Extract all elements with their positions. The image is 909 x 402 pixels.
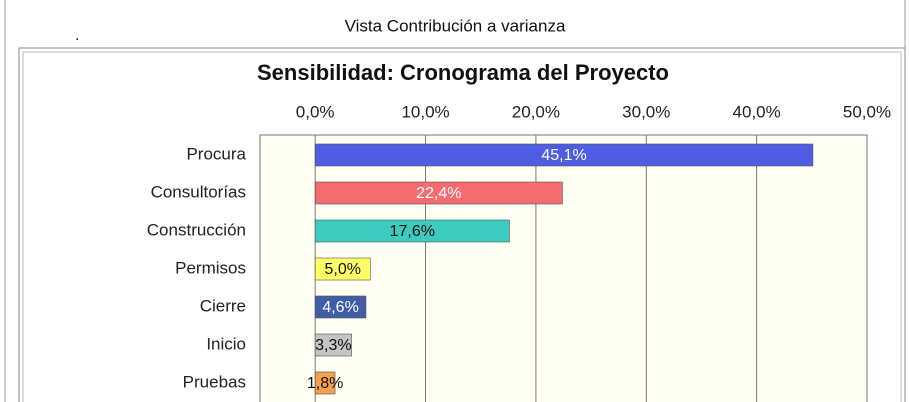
x-tick-label: 0,0% [296,102,335,121]
value-label: 1,8% [307,375,343,392]
bars: 45,1% 22,4% 17,6% 5,0% 4,6% 3,3% 1,8% [307,143,814,395]
y-tick-label: Permisos [175,258,246,277]
x-tick-label: 30,0% [622,102,670,121]
y-tick-label: Cierre [200,296,246,315]
y-tick-label: Pruebas [183,372,246,391]
bar [314,333,352,357]
y-tick-label: Consultorías [151,182,246,201]
value-label: 22,4% [416,185,461,202]
bar [314,295,367,319]
value-label: 3,3% [315,337,351,354]
x-tick-label: 10,0% [401,102,449,121]
chart-frame-inner [22,51,902,402]
chart-title: Sensibilidad: Cronograma del Proyecto [257,60,669,85]
labels: 0,0% 10,0% 20,0% 30,0% 40,0% 50,0% Procura Cons… [147,102,891,391]
bar [314,257,371,281]
window-mark: . [75,27,79,44]
bar [314,219,510,243]
bar [314,143,814,167]
value-label: 4,6% [322,299,358,316]
x-tick-label: 40,0% [733,102,781,121]
value-label: 17,6% [390,223,435,240]
plot-area [259,134,868,402]
x-tick-label: 50,0% [843,102,891,121]
value-label: 45,1% [541,147,586,164]
y-tick-label: Procura [186,144,246,163]
bar [314,181,563,205]
y-tick-label: Inicio [206,334,246,353]
window-title: Vista Contribución a varianza [345,16,566,35]
value-label: 5,0% [325,261,361,278]
bar [314,371,336,395]
x-tick-label: 20,0% [512,102,560,121]
y-tick-label: Construcción [147,220,246,239]
